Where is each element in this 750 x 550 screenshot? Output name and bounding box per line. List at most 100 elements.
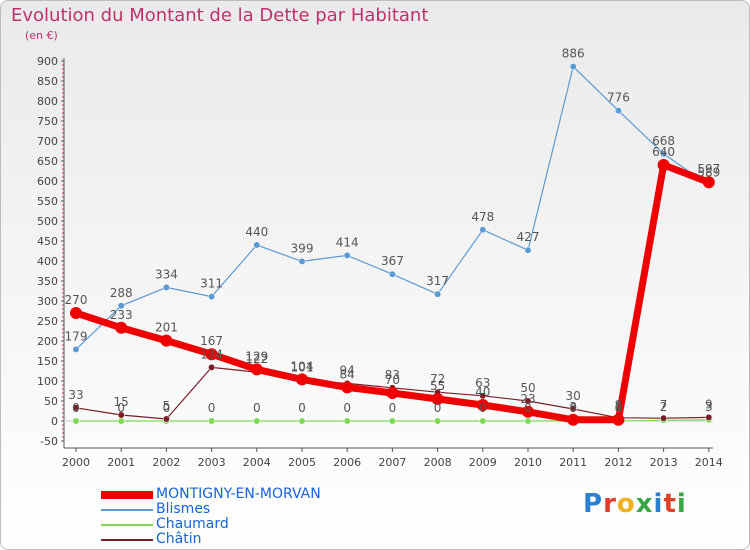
logo-letter: t [663, 489, 677, 519]
data-point [205, 348, 218, 361]
data-label: 367 [381, 254, 404, 268]
x-tick-label: 2002 [152, 456, 180, 469]
y-tick-label: 300 [37, 295, 58, 308]
data-point [208, 417, 216, 425]
x-tick-label: 2006 [333, 456, 361, 469]
data-label: 668 [652, 134, 675, 148]
x-tick-label: 2005 [288, 456, 316, 469]
data-point [208, 363, 216, 371]
data-label: 288 [110, 286, 133, 300]
data-label: 0 [117, 401, 125, 415]
data-label: 179 [65, 329, 88, 343]
y-tick-label: 50 [44, 395, 58, 408]
data-label: 3 [615, 400, 623, 414]
data-point [431, 393, 444, 405]
data-label: 478 [471, 210, 494, 224]
data-label: 122 [245, 352, 268, 366]
data-point [115, 321, 128, 334]
data-label: 440 [245, 225, 268, 239]
data-label: 30 [566, 389, 581, 403]
x-tick-label: 2014 [695, 456, 723, 469]
data-point [705, 413, 713, 421]
chart-title: Evolution du Montant de la Dette par Hab… [11, 5, 429, 26]
x-tick-label: 2010 [514, 456, 542, 469]
data-label: 23 [520, 392, 535, 406]
data-label: 7 [660, 398, 668, 412]
data-label: 94 [340, 363, 355, 377]
proxiti-logo: Proxiti [583, 489, 687, 519]
logo-letter: o [616, 489, 636, 519]
chart-subtitle: (en €) [25, 29, 58, 42]
y-tick-label: 0 [51, 415, 58, 428]
legend-swatch-montigny [101, 491, 153, 499]
data-label: 63 [475, 376, 490, 390]
data-label: 270 [65, 293, 88, 307]
series-line [75, 65, 710, 350]
x-tick-label: 2011 [559, 456, 587, 469]
data-label: 0 [524, 401, 532, 415]
data-label: 589 [697, 165, 720, 179]
data-point [72, 404, 80, 412]
data-point [117, 411, 125, 419]
legend-label-chaumard: Chaumard [156, 516, 229, 532]
data-point [524, 397, 532, 405]
data-label: 104 [291, 359, 314, 373]
data-label: 70 [385, 373, 400, 387]
data-label: 640 [652, 145, 675, 159]
y-tick-label: -50 [40, 435, 58, 448]
legend-label-chatin: Châtin [156, 531, 202, 547]
x-tick-label: 2008 [424, 456, 452, 469]
data-point [298, 417, 306, 425]
data-label: 414 [336, 235, 359, 249]
data-label: 15 [114, 395, 129, 409]
data-point [70, 307, 82, 319]
data-label: 0 [569, 401, 577, 415]
x-tick-label: 2007 [378, 456, 406, 469]
data-point [343, 251, 351, 259]
logo-letter: r [603, 489, 617, 519]
x-tick-label: 2003 [198, 456, 226, 469]
data-label: 0 [298, 401, 306, 415]
logo-letter: i [676, 489, 687, 519]
data-point [524, 417, 532, 425]
data-label: 597 [697, 162, 720, 176]
y-tick-label: 450 [37, 235, 58, 248]
data-label: 0 [343, 401, 351, 415]
data-label: 427 [517, 230, 540, 244]
legend-swatch-chatin [101, 539, 153, 541]
data-point [660, 150, 668, 158]
data-label: 129 [245, 349, 268, 363]
legend-swatch-blismes [101, 509, 153, 511]
data-point [388, 270, 396, 278]
data-point [250, 363, 263, 376]
data-label: 5 [163, 399, 171, 413]
y-tick-label: 600 [37, 175, 58, 188]
data-point [567, 413, 580, 426]
data-label: 886 [562, 47, 585, 61]
data-point [117, 302, 125, 310]
x-tick-label: 2012 [604, 456, 632, 469]
legend-label-montigny: MONTIGNY-EN-MORVAN [156, 486, 321, 502]
y-tick-label: 250 [37, 315, 58, 328]
x-tick-label: 2001 [107, 456, 135, 469]
data-point [72, 417, 80, 425]
y-tick-label: 500 [37, 215, 58, 228]
data-label: 0 [163, 401, 171, 415]
data-label: 50 [520, 381, 535, 395]
data-label: 0 [72, 401, 80, 415]
data-label: 0 [479, 401, 487, 415]
x-tick-label: 2000 [62, 456, 90, 469]
data-label: 9 [705, 397, 713, 411]
data-point [569, 63, 577, 71]
data-label: 399 [291, 241, 314, 255]
data-label: 84 [340, 367, 355, 381]
data-point [72, 345, 80, 353]
data-point [208, 293, 216, 301]
y-tick-label: 650 [37, 155, 58, 168]
y-tick-label: 100 [37, 375, 58, 388]
legend-label-blismes: Blismes [156, 501, 211, 517]
data-point [341, 381, 354, 394]
data-point [162, 415, 170, 423]
